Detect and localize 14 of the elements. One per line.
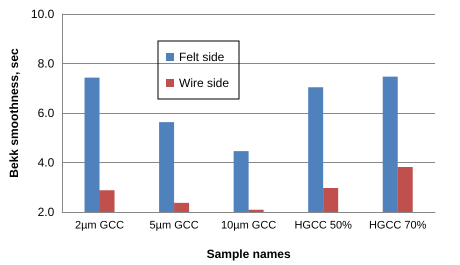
x-tick-label: 10µm GCC <box>221 220 276 232</box>
y-axis-title: Bekk smoothness, sec <box>7 48 21 178</box>
x-tick-label: HGCC 50% <box>294 220 352 232</box>
y-tick-label: 4.0 <box>38 156 55 170</box>
legend-label: Wire side <box>179 76 230 90</box>
y-tick-label: 2.0 <box>38 205 55 219</box>
y-tick-label: 8.0 <box>38 56 55 70</box>
x-tick-label: 5µm GCC <box>150 220 199 232</box>
y-tick-label: 6.0 <box>38 106 55 120</box>
y-tick-label: 10.0 <box>30 7 55 21</box>
x-tick-label: HGCC 70% <box>368 220 427 232</box>
legend-label: Felt side <box>179 50 225 64</box>
x-tick-label: 2µm GCC <box>74 220 124 232</box>
x-axis-title: Sample names <box>206 247 291 261</box>
